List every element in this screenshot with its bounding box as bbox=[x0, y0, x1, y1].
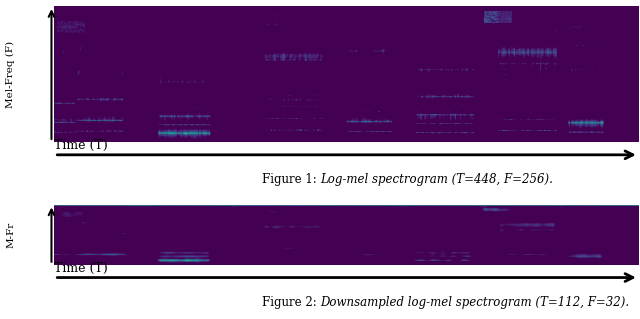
Text: M-Fr: M-Fr bbox=[6, 221, 15, 248]
Text: Mel-Freq (F): Mel-Freq (F) bbox=[6, 41, 15, 108]
Text: Figure 1:: Figure 1: bbox=[262, 173, 320, 186]
Text: Time (T): Time (T) bbox=[54, 139, 108, 152]
Text: Time (T): Time (T) bbox=[54, 262, 108, 275]
Text: Downsampled log-mel spectrogram (T=112, F=32).: Downsampled log-mel spectrogram (T=112, … bbox=[320, 296, 629, 309]
Text: Figure 2:: Figure 2: bbox=[262, 296, 320, 309]
Text: Log-mel spectrogram (T=448, F=256).: Log-mel spectrogram (T=448, F=256). bbox=[320, 173, 553, 186]
